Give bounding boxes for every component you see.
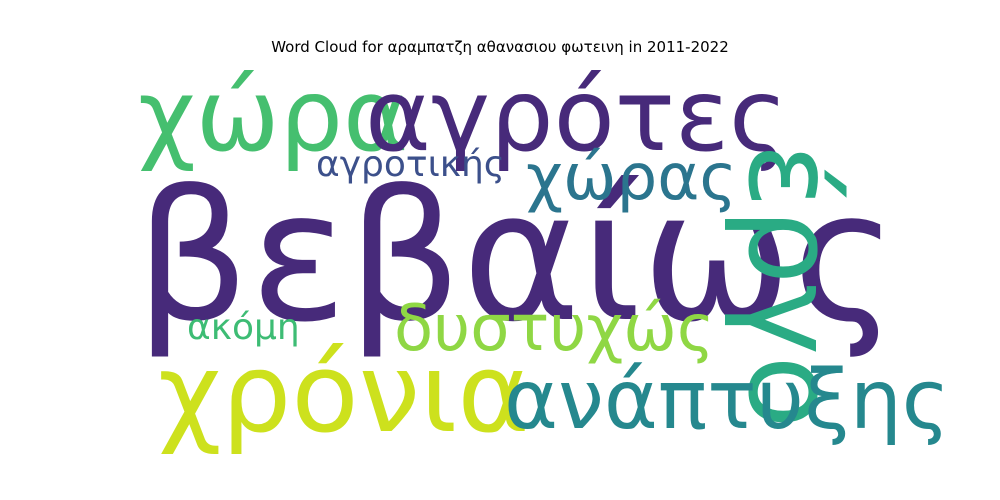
- word-xwras: χώρας: [526, 141, 737, 215]
- word-anaptyxis: ανάπτυξης: [504, 353, 950, 448]
- word-xwra: χώρα: [138, 57, 409, 174]
- word-agrotes: αγρότες: [365, 57, 788, 174]
- word-dystyxws: δυστυχώς: [394, 292, 715, 366]
- word-agrotikis: αγροτικής: [316, 144, 505, 185]
- word-akomi: ακόμη: [187, 307, 300, 348]
- word-vevaios: βεβαίως: [135, 153, 898, 362]
- chart-title: Word Cloud for αραμπατζη αθανασιου φωτει…: [271, 38, 729, 56]
- word-xronia: χρόνια: [158, 329, 530, 457]
